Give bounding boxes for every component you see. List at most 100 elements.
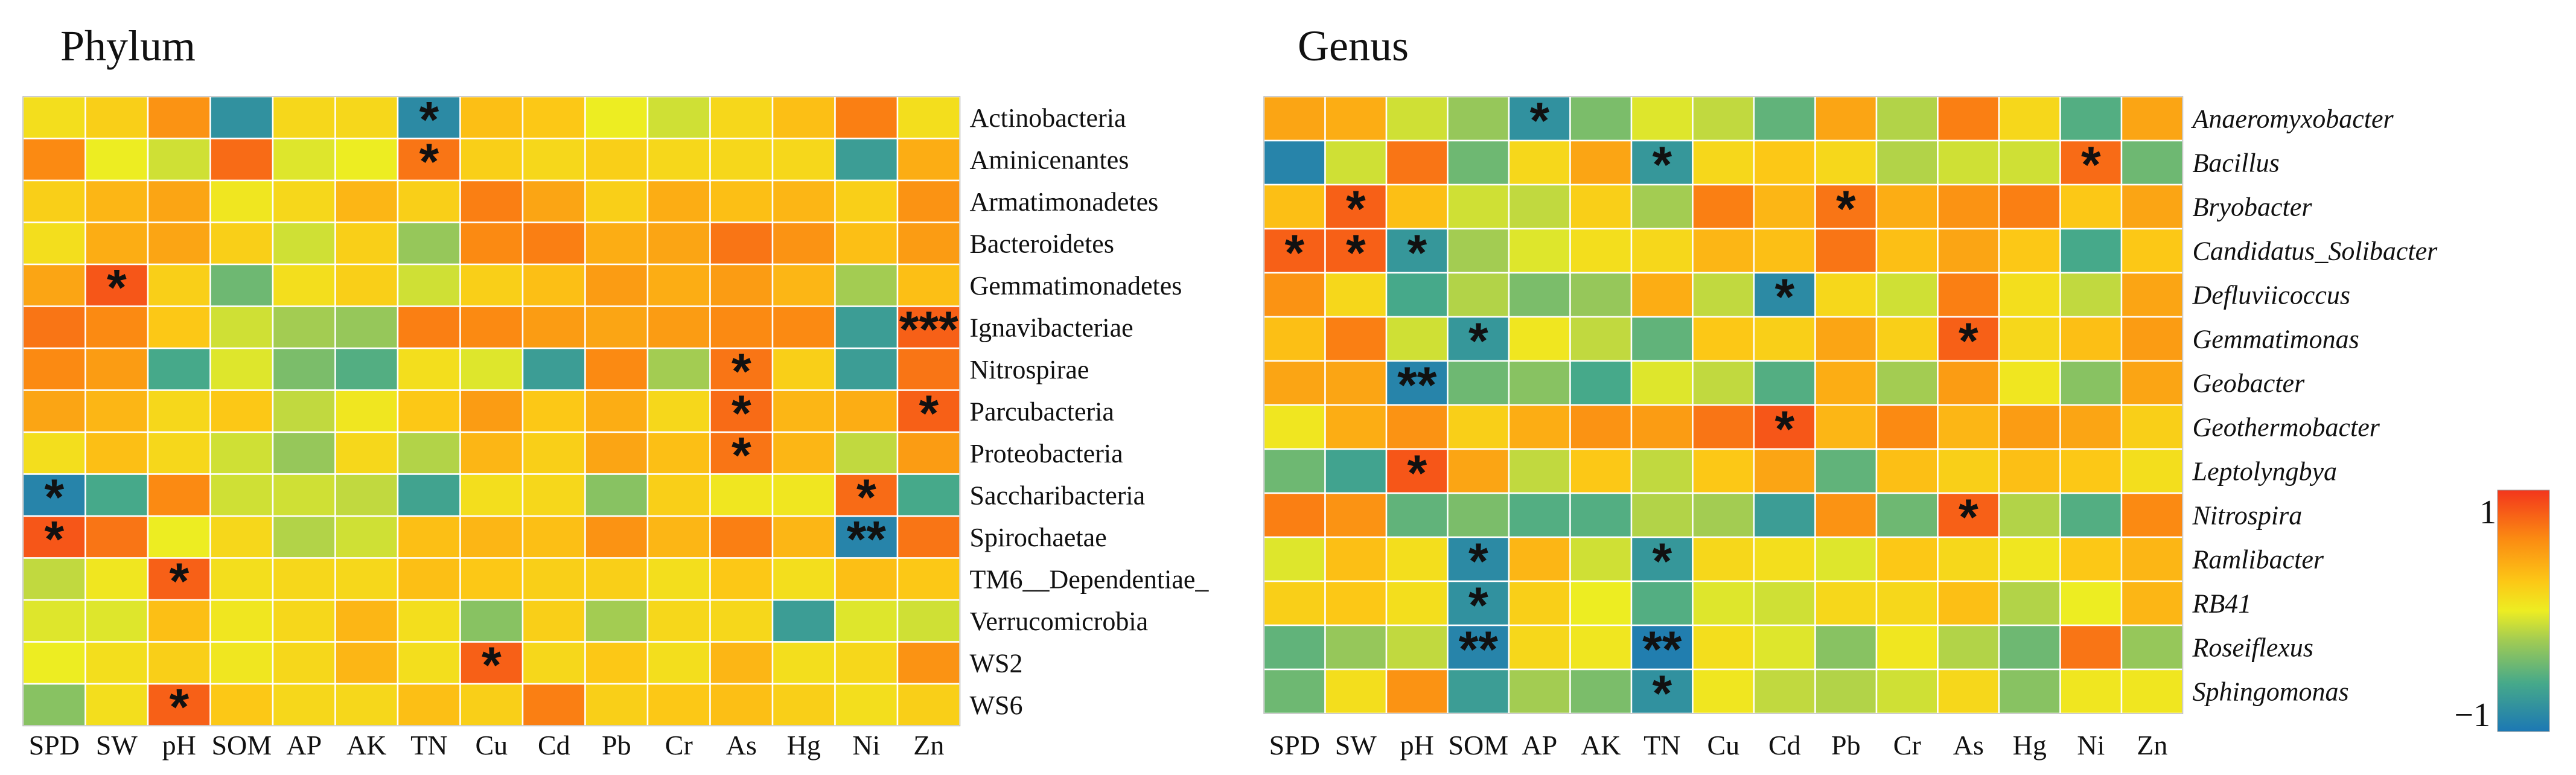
column-label-cu: Cu <box>475 730 508 761</box>
heatmap-cell <box>896 599 961 643</box>
heatmap-cell <box>1508 316 1571 362</box>
heatmap-cell <box>709 473 774 517</box>
heatmap-cell <box>771 683 836 727</box>
significance-mark: * <box>1774 401 1794 458</box>
heatmap-cell <box>896 515 961 559</box>
heatmap-cell <box>459 263 524 307</box>
column-label-sw: SW <box>1335 730 1377 761</box>
heatmap-cell <box>1692 448 1755 494</box>
heatmap-cell <box>521 389 586 433</box>
heatmap-cell <box>397 557 461 601</box>
row-label-actinobacteria: Actinobacteria <box>970 103 1126 133</box>
heatmap-cell <box>1753 272 1816 318</box>
heatmap-cell <box>1569 536 1633 582</box>
heatmap-cell <box>397 222 461 266</box>
heatmap-cell <box>646 263 711 307</box>
column-label-spd: SPD <box>29 730 80 761</box>
heatmap-cell <box>1814 228 1878 274</box>
heatmap-cell <box>209 347 274 391</box>
heatmap-cell <box>84 557 149 601</box>
column-label-pb: Pb <box>1831 730 1861 761</box>
heatmap-cell <box>2120 536 2184 582</box>
heatmap-cell <box>1753 668 1816 715</box>
row-label-roseiflexus: Roseiflexus <box>2192 633 2313 663</box>
heatmap-cell <box>1998 536 2061 582</box>
heatmap-cell <box>272 389 336 433</box>
row-label-nitrospirae: Nitrospirae <box>970 355 1089 384</box>
heatmap-cell <box>397 347 461 391</box>
heatmap-cell <box>1447 448 1510 494</box>
heatmap-cell <box>1875 448 1939 494</box>
heatmap-cell <box>1692 668 1755 715</box>
heatmap-cell <box>272 179 336 223</box>
column-label-ph: pH <box>1400 730 1434 761</box>
heatmap-cell <box>1263 404 1326 450</box>
heatmap-cell <box>209 222 274 266</box>
heatmap-cell <box>84 179 149 223</box>
heatmap-cell <box>1569 316 1633 362</box>
row-label-anaeromyxobacter: Anaeromyxobacter <box>2191 104 2394 134</box>
heatmap-cell <box>1692 95 1755 142</box>
significance-mark: * <box>169 678 189 735</box>
heatmap-cell <box>521 222 586 266</box>
heatmap-cell <box>1753 139 1816 186</box>
heatmap-cell <box>2059 272 2123 318</box>
heatmap-cell <box>22 305 86 349</box>
column-label-som: SOM <box>211 730 272 761</box>
heatmap-cell <box>334 95 399 139</box>
heatmap-cell <box>834 179 899 223</box>
heatmap-cell <box>2059 448 2123 494</box>
heatmap-cell <box>896 95 961 139</box>
heatmap-cell <box>1753 492 1816 538</box>
heatmap-cell <box>147 138 211 182</box>
heatmap-cell <box>22 431 86 475</box>
heatmap-cell <box>84 347 149 391</box>
heatmap-cell <box>834 347 899 391</box>
heatmap-cell <box>1753 404 1816 450</box>
heatmap-cell <box>22 95 86 139</box>
heatmap-cell <box>2120 492 2184 538</box>
row-label-ws2: WS2 <box>970 648 1023 678</box>
row-label-gemmatimonadetes: Gemmatimonadetes <box>970 271 1182 301</box>
significance-mark: * <box>1652 665 1672 722</box>
row-label-armatimonadetes: Armatimonadetes <box>970 187 1159 217</box>
heatmap-cell <box>896 641 961 685</box>
heatmap-cell <box>459 431 524 475</box>
heatmap-cell <box>646 473 711 517</box>
heatmap-cell <box>1998 624 2061 671</box>
heatmap-cell <box>1630 580 1694 627</box>
heatmap-cell <box>397 683 461 727</box>
heatmap-cell <box>1875 316 1939 362</box>
heatmap-cell <box>896 138 961 182</box>
significance-mark: * <box>1468 313 1488 369</box>
heatmap-cell <box>84 138 149 182</box>
heatmap-cell <box>646 179 711 223</box>
heatmap-cell <box>1630 668 1694 715</box>
heatmap-cell <box>147 515 211 559</box>
heatmap-cell <box>1508 139 1571 186</box>
heatmap-cell <box>1937 580 2000 627</box>
heatmap-cell <box>896 557 961 601</box>
heatmap-cell <box>2120 624 2184 671</box>
heatmap-cell <box>1875 95 1939 142</box>
heatmap-cell <box>1753 580 1816 627</box>
heatmap-cell <box>22 138 86 182</box>
heatmap-cell <box>1630 183 1694 230</box>
heatmap-cell <box>1385 536 1449 582</box>
heatmap-cell <box>584 347 649 391</box>
column-label-cd: Cd <box>1768 730 1801 761</box>
significance-mark: * <box>1652 136 1672 193</box>
heatmap-cell <box>1569 492 1633 538</box>
column-label-som: SOM <box>1448 730 1508 761</box>
heatmap-cell <box>2120 668 2184 715</box>
heatmap-cell <box>646 347 711 391</box>
heatmap-cell <box>1630 228 1694 274</box>
heatmap-cell <box>1385 316 1449 362</box>
significance-mark: * <box>1468 577 1488 634</box>
heatmap-cell <box>1998 139 2061 186</box>
heatmap-cell <box>1324 139 1388 186</box>
significance-mark: * <box>1774 269 1794 325</box>
row-label-sphingomonas: Sphingomonas <box>2193 677 2349 707</box>
heatmap-cell <box>1324 404 1388 450</box>
